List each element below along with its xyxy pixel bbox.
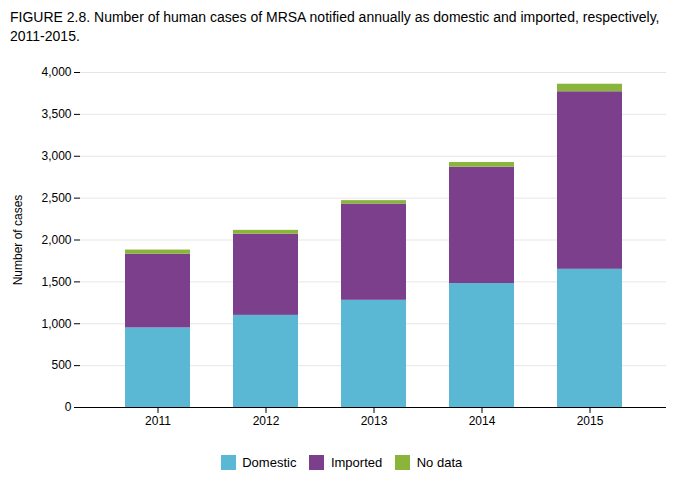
svg-text:1,500: 1,500 [41,274,71,288]
svg-text:0: 0 [65,400,72,414]
svg-text:500: 500 [51,358,71,372]
svg-text:2015: 2015 [577,414,604,428]
svg-text:3,000: 3,000 [41,149,71,163]
svg-text:2014: 2014 [469,414,496,428]
svg-text:1,000: 1,000 [41,316,71,330]
html-text:FIGURE 2.8. Number of human ca: FIGURE 2.8. Number of human cases of MRS… [10,9,660,44]
svg-text:Number of cases: Number of cases [11,194,25,285]
svg-text:2011: 2011 [145,414,171,428]
html-text:No data: No data [416,454,463,470]
svg-text:2013: 2013 [361,414,388,428]
svg-text:2012: 2012 [253,414,280,428]
svg-text:3,500: 3,500 [41,107,71,121]
svg-text:2,500: 2,500 [41,191,71,205]
svg-text:4,000: 4,000 [41,65,71,79]
svg-text:2,000: 2,000 [41,233,71,247]
html-text:Imported: Imported [330,454,383,470]
html-text:Domestic: Domestic [242,454,297,470]
